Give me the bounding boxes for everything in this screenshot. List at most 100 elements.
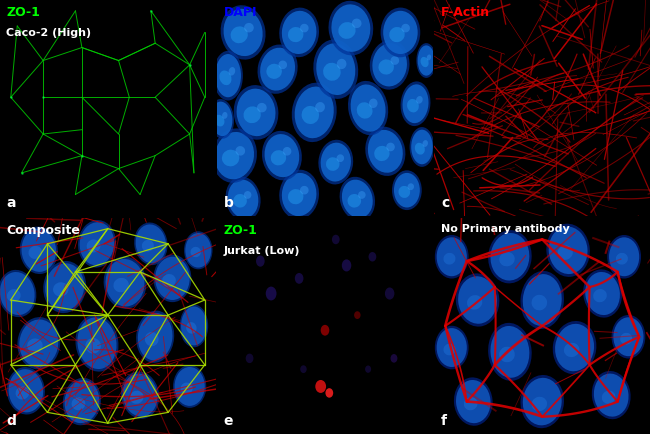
Ellipse shape [211, 102, 233, 136]
Text: d: d [6, 414, 16, 427]
Ellipse shape [18, 317, 60, 369]
Ellipse shape [374, 146, 389, 161]
Ellipse shape [416, 96, 422, 104]
Ellipse shape [302, 106, 319, 124]
Text: f: f [441, 414, 447, 427]
Ellipse shape [499, 347, 515, 362]
Ellipse shape [378, 59, 394, 75]
Ellipse shape [123, 374, 157, 417]
Ellipse shape [86, 240, 100, 253]
Ellipse shape [317, 43, 356, 95]
Ellipse shape [328, 1, 373, 56]
Ellipse shape [521, 375, 564, 428]
Ellipse shape [266, 286, 276, 300]
Ellipse shape [437, 237, 467, 276]
Ellipse shape [16, 386, 29, 399]
Ellipse shape [181, 382, 192, 394]
Ellipse shape [136, 224, 166, 263]
Text: ZO-1: ZO-1 [6, 7, 40, 20]
Ellipse shape [228, 180, 258, 218]
Ellipse shape [0, 270, 36, 317]
Ellipse shape [443, 344, 456, 355]
Ellipse shape [426, 55, 431, 60]
Ellipse shape [185, 233, 211, 268]
Ellipse shape [558, 245, 573, 260]
Text: ZO-1: ZO-1 [224, 224, 257, 237]
Ellipse shape [408, 183, 414, 190]
Ellipse shape [488, 230, 532, 283]
Ellipse shape [222, 112, 227, 119]
Ellipse shape [555, 324, 594, 371]
Ellipse shape [411, 130, 433, 164]
Ellipse shape [175, 367, 205, 406]
Ellipse shape [53, 282, 68, 296]
Ellipse shape [552, 321, 597, 374]
Ellipse shape [616, 253, 628, 265]
Ellipse shape [415, 143, 425, 155]
Ellipse shape [215, 54, 241, 97]
Ellipse shape [288, 189, 304, 204]
Ellipse shape [27, 339, 43, 353]
Ellipse shape [72, 397, 85, 410]
Ellipse shape [7, 367, 45, 414]
Ellipse shape [142, 240, 154, 252]
Ellipse shape [350, 85, 385, 132]
Ellipse shape [348, 194, 361, 207]
Ellipse shape [386, 143, 395, 151]
Ellipse shape [381, 7, 421, 57]
Ellipse shape [244, 23, 254, 33]
Ellipse shape [549, 227, 588, 274]
Ellipse shape [300, 365, 307, 373]
Ellipse shape [260, 48, 295, 91]
Ellipse shape [620, 333, 632, 345]
Ellipse shape [256, 256, 265, 267]
Ellipse shape [20, 319, 58, 367]
Ellipse shape [592, 371, 630, 419]
Ellipse shape [394, 173, 420, 207]
Ellipse shape [280, 170, 319, 219]
Ellipse shape [357, 102, 372, 118]
Ellipse shape [369, 252, 376, 262]
Ellipse shape [499, 252, 515, 266]
Ellipse shape [614, 317, 644, 356]
Ellipse shape [342, 260, 351, 271]
Ellipse shape [77, 317, 116, 369]
Ellipse shape [130, 391, 144, 404]
Ellipse shape [134, 223, 168, 265]
Ellipse shape [190, 247, 201, 257]
Ellipse shape [491, 233, 529, 280]
Ellipse shape [337, 59, 346, 69]
Ellipse shape [488, 323, 532, 381]
Text: DAPI: DAPI [224, 7, 257, 20]
Ellipse shape [295, 273, 304, 284]
Ellipse shape [43, 261, 86, 313]
Ellipse shape [262, 131, 302, 181]
Ellipse shape [326, 157, 339, 171]
Ellipse shape [410, 127, 434, 167]
Ellipse shape [278, 60, 287, 69]
Ellipse shape [282, 173, 317, 216]
Ellipse shape [402, 84, 428, 123]
Ellipse shape [521, 271, 564, 329]
Ellipse shape [280, 8, 319, 57]
Ellipse shape [352, 19, 361, 28]
Text: Caco-2 (High): Caco-2 (High) [6, 28, 92, 38]
Ellipse shape [121, 372, 159, 419]
Ellipse shape [320, 325, 330, 335]
Ellipse shape [78, 220, 116, 267]
Text: b: b [224, 196, 233, 210]
Ellipse shape [180, 305, 208, 347]
Ellipse shape [523, 378, 562, 425]
Ellipse shape [300, 186, 309, 194]
Ellipse shape [609, 237, 639, 276]
Ellipse shape [467, 295, 482, 309]
Ellipse shape [292, 83, 337, 142]
Ellipse shape [212, 128, 257, 183]
Ellipse shape [220, 70, 231, 85]
Ellipse shape [585, 272, 620, 315]
Ellipse shape [282, 11, 317, 54]
Ellipse shape [339, 22, 356, 39]
Ellipse shape [369, 99, 378, 108]
Ellipse shape [215, 132, 254, 179]
Ellipse shape [184, 231, 213, 270]
